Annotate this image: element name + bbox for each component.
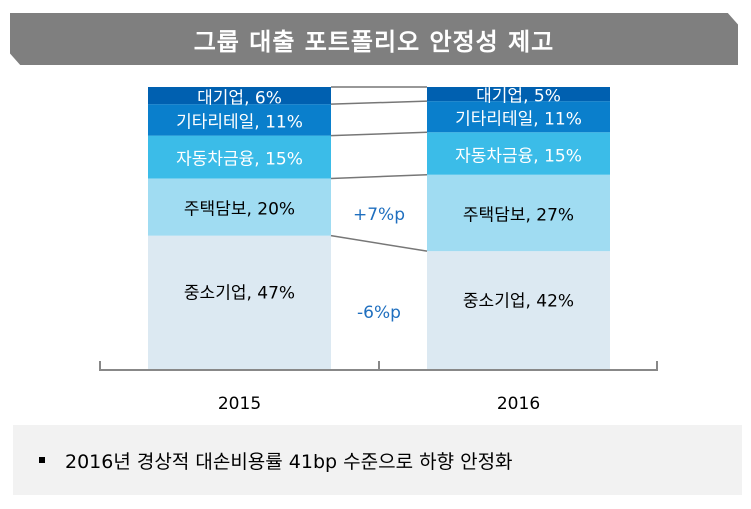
chart-title: 그룹 대출 포트폴리오 안정성 제고 xyxy=(193,27,555,56)
stacked-bar-chart xyxy=(99,86,658,371)
bar-segment xyxy=(148,178,331,236)
segment-label: 중소기업, 42% xyxy=(462,291,575,312)
bar-segment xyxy=(427,174,610,252)
bar-segment xyxy=(148,87,331,105)
connector-line xyxy=(330,173,428,180)
bar-segment xyxy=(427,251,610,370)
bar-segment xyxy=(148,104,331,136)
x-tick-label: 2015 xyxy=(217,394,262,414)
segment-label: 기타리테일, 11% xyxy=(176,112,303,133)
note-text: 2016년 경상적 대손비용률 41bp 수준으로 하향 안정화 xyxy=(65,450,513,473)
change-annotation: +7%p xyxy=(352,205,406,225)
bullet-icon xyxy=(39,457,45,463)
change-annotation: -6%p xyxy=(357,303,401,323)
segment-label: 자동차금융, 15% xyxy=(455,146,582,166)
connector-line xyxy=(330,100,428,105)
bar-segment xyxy=(427,87,610,102)
segment-label: 대기업, 6% xyxy=(197,88,282,109)
connector-line xyxy=(330,234,428,252)
segment-label: 기타리테일, 11% xyxy=(455,109,582,130)
connector-line xyxy=(330,131,428,137)
bar-segment xyxy=(427,101,610,133)
x-tick-label: 2016 xyxy=(496,394,541,414)
bar-segment xyxy=(148,135,331,179)
segment-label: 대기업, 5% xyxy=(476,86,561,107)
segment-label: 주택담보, 27% xyxy=(462,205,575,226)
segment-label: 중소기업, 47% xyxy=(183,283,296,304)
segment-label: 자동차금융, 15% xyxy=(176,149,303,170)
note-box: 2016년 경상적 대손비용률 41bp 수준으로 하향 안정화 xyxy=(13,425,742,495)
segment-label: 주택담보, 20% xyxy=(183,199,296,220)
title-banner: 그룹 대출 포트폴리오 안정성 제고 xyxy=(10,13,738,65)
bar-segment xyxy=(427,132,610,175)
bar-segment xyxy=(148,235,331,370)
